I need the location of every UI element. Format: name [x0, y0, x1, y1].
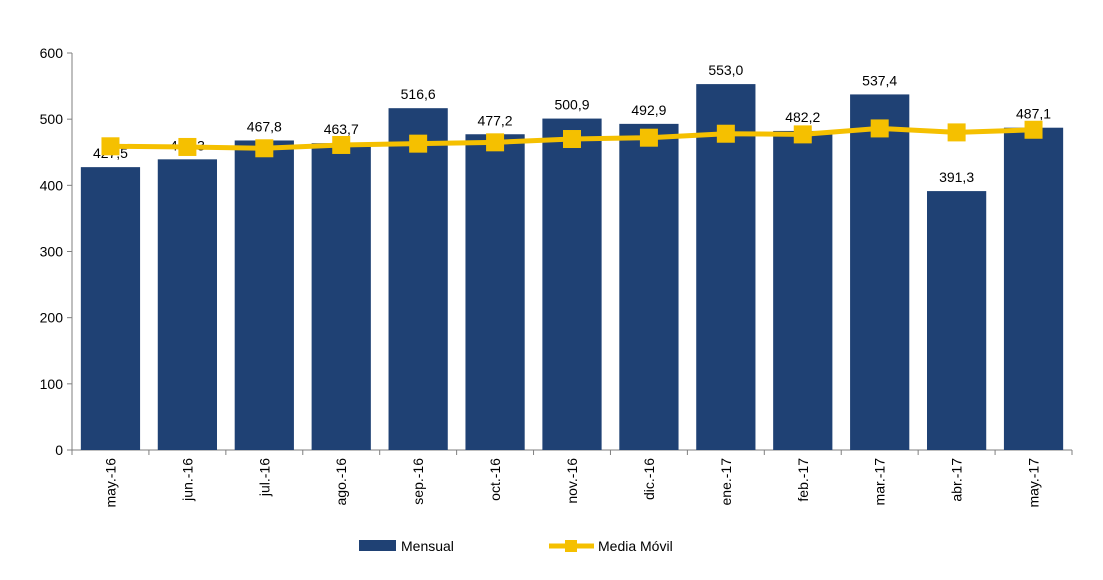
bar-data-label: 516,6	[401, 86, 436, 102]
y-tick-label: 600	[40, 45, 64, 61]
bar	[850, 94, 910, 450]
bar	[1003, 127, 1064, 451]
bar-data-label: 487,1	[1016, 106, 1051, 122]
legend: Mensual Media Móvil	[359, 538, 673, 554]
x-axis: may.-16 jun.-16 jul.-16 ago.-16 sep.-16 oct.-…	[71, 449, 1073, 508]
line-point	[639, 128, 658, 147]
y-tick-label: 500	[40, 111, 64, 127]
line-point	[563, 130, 581, 149]
x-tick-label: may.-16	[102, 458, 118, 508]
x-tick-label: sep.-16	[410, 458, 426, 505]
x-tick-label: oct.-16	[487, 458, 503, 501]
bar	[696, 84, 756, 451]
bar	[773, 130, 833, 450]
bar	[157, 159, 217, 450]
bar	[927, 191, 987, 450]
x-tick-label: mar.-17	[872, 458, 888, 506]
bar-data-label: 467,8	[247, 118, 282, 134]
line-point	[947, 123, 966, 142]
bar-data-label: 492,9	[631, 102, 666, 118]
bar	[465, 134, 525, 450]
line-point	[793, 125, 812, 144]
bar	[80, 167, 141, 450]
line-point	[178, 137, 197, 156]
x-tick-label: nov.-16	[564, 458, 580, 504]
bar-series	[80, 84, 1064, 451]
x-tick-label: abr.-17	[949, 458, 965, 502]
bar	[388, 108, 448, 451]
bar-data-label: 482,2	[785, 109, 820, 125]
bar-data-label: 391,3	[939, 169, 974, 185]
line-point	[716, 124, 735, 143]
line-series	[101, 119, 1043, 158]
x-tick-label: jun.-16	[179, 458, 195, 502]
bar-data-label: 500,9	[554, 97, 589, 113]
line-point	[332, 135, 351, 154]
x-tick-label: dic.-16	[641, 458, 657, 500]
bar	[619, 123, 679, 450]
line-point	[409, 134, 428, 153]
y-axis: 0 100 200 300 400 500 600	[40, 45, 73, 458]
bar	[234, 140, 294, 450]
bar-data-label: 553,0	[708, 62, 743, 78]
y-tick-label: 0	[55, 442, 63, 458]
x-tick-label: feb.-17	[795, 458, 811, 502]
x-tick-label: ago.-16	[333, 458, 349, 506]
bar	[311, 143, 371, 450]
line-point	[255, 139, 274, 158]
line-point	[1024, 120, 1043, 139]
line-point	[486, 133, 505, 152]
line-point	[870, 119, 889, 138]
x-tick-label: ene.-17	[718, 458, 734, 506]
legend-label-mensual: Mensual	[401, 538, 454, 554]
y-tick-label: 400	[40, 177, 64, 193]
y-tick-label: 100	[40, 376, 64, 392]
legend-swatch-mensual	[359, 540, 396, 551]
x-tick-label: jul.-16	[256, 458, 272, 497]
y-tick-label: 200	[40, 310, 64, 326]
legend-label-media-movil: Media Móvil	[598, 538, 673, 554]
x-tick-label: may.-17	[1026, 458, 1042, 508]
bar-data-label: 477,2	[478, 112, 513, 128]
bar-data-label: 537,4	[862, 72, 897, 88]
legend-swatch-marker	[565, 540, 577, 552]
bar-data-label: 463,7	[324, 121, 359, 137]
line-point	[101, 137, 120, 156]
y-tick-label: 300	[40, 244, 64, 260]
bar	[542, 118, 602, 450]
